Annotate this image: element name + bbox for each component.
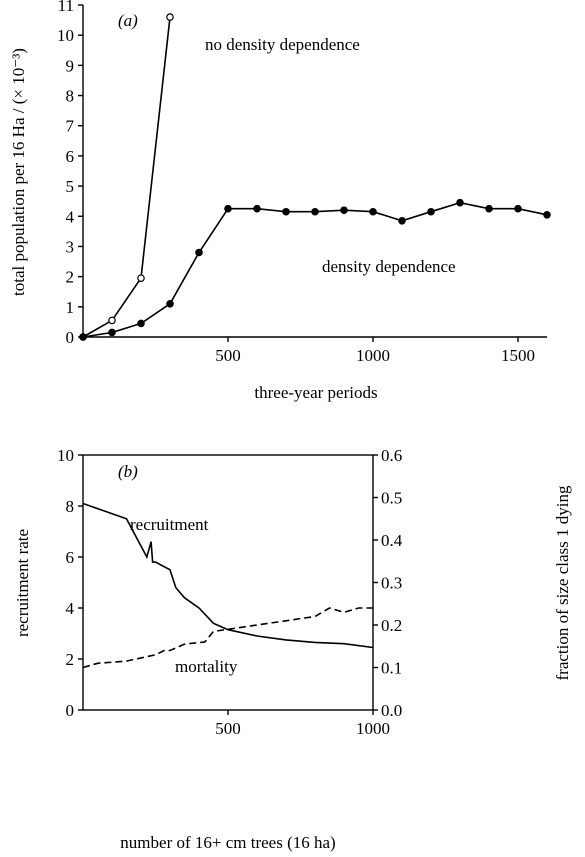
data-point xyxy=(79,333,87,341)
data-point xyxy=(514,204,522,213)
y2-tick-label: 0.0 xyxy=(381,701,402,720)
y2-tick-label: 0.2 xyxy=(381,616,402,635)
y-tick-label: 2 xyxy=(66,268,75,287)
data-point xyxy=(369,207,377,216)
x-tick-label: 1000 xyxy=(356,719,390,738)
data-point xyxy=(195,248,203,257)
data-point xyxy=(311,207,319,216)
data-point xyxy=(166,13,174,21)
y-tick-label: 4 xyxy=(66,207,75,226)
data-point xyxy=(485,204,493,213)
data-point xyxy=(427,207,435,216)
x-tick-label: 1000 xyxy=(356,346,390,365)
x-axis-label: number of 16+ cm trees (16 ha) xyxy=(120,833,335,852)
y-tick-label: 8 xyxy=(66,497,75,516)
y-tick-label: 10 xyxy=(57,26,74,45)
data-point xyxy=(398,217,406,225)
data-point xyxy=(340,206,348,215)
panel-label: (a) xyxy=(118,11,138,30)
x-tick-label: 1500 xyxy=(501,346,535,365)
y-tick-label: 6 xyxy=(66,147,75,166)
y-tick-label: 0 xyxy=(66,328,75,347)
y2-tick-label: 0.6 xyxy=(381,446,402,465)
y-tick-label: 4 xyxy=(66,599,75,618)
annotation: density dependence xyxy=(322,257,456,276)
y-tick-label: 6 xyxy=(66,548,75,567)
y2-tick-label: 0.5 xyxy=(381,489,402,508)
y-tick-label: 10 xyxy=(57,446,74,465)
annotation: no density dependence xyxy=(205,35,360,54)
y-tick-label: 9 xyxy=(66,56,75,75)
y-axis-label: total population per 16 Ha / (× 10⁻³) xyxy=(9,48,28,296)
data-point xyxy=(456,198,464,207)
y-tick-label: 11 xyxy=(58,0,74,15)
data-point xyxy=(137,274,145,282)
x-tick-label: 500 xyxy=(215,719,241,738)
x-tick-label: 500 xyxy=(215,346,241,365)
y-tick-label: 8 xyxy=(66,87,75,106)
data-point xyxy=(543,210,551,219)
data-point xyxy=(137,319,145,328)
y-tick-label: 1 xyxy=(66,298,75,317)
y-axis-label: recruitment rate xyxy=(13,529,32,637)
annotation: recruitment xyxy=(130,515,209,534)
series-line xyxy=(82,17,171,338)
y2-tick-label: 0.4 xyxy=(381,531,403,550)
y2-tick-label: 0.1 xyxy=(381,659,402,678)
y-tick-label: 0 xyxy=(66,701,75,720)
data-point xyxy=(166,299,174,308)
annotation: mortality xyxy=(175,657,238,676)
data-point xyxy=(108,328,116,337)
y2-axis-label: fraction of size class 1 dying xyxy=(553,485,572,680)
series-line xyxy=(82,607,373,669)
data-point xyxy=(282,207,290,216)
y-tick-label: 7 xyxy=(66,117,75,136)
y-tick-label: 5 xyxy=(66,177,75,196)
y-tick-label: 2 xyxy=(66,650,75,669)
series-line xyxy=(82,502,374,649)
x-axis-label: three-year periods xyxy=(254,383,377,402)
data-point xyxy=(224,204,232,213)
series-line xyxy=(82,201,548,338)
panel-label: (b) xyxy=(118,462,138,481)
data-point xyxy=(108,316,116,325)
y-tick-label: 3 xyxy=(66,237,75,256)
data-point xyxy=(253,204,261,213)
y2-tick-label: 0.3 xyxy=(381,574,402,593)
